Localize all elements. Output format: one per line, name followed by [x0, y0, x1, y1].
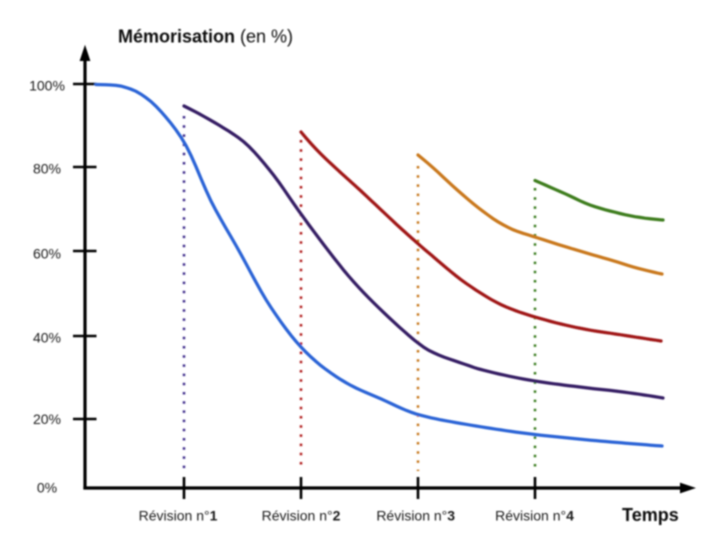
svg-text:60%: 60% — [33, 246, 61, 262]
svg-text:0%: 0% — [37, 480, 57, 496]
svg-text:80%: 80% — [33, 161, 61, 177]
svg-text:Révision n°3: Révision n°3 — [376, 508, 455, 524]
svg-text:Révision n°2: Révision n°2 — [262, 508, 341, 524]
svg-text:100%: 100% — [29, 78, 65, 94]
svg-text:40%: 40% — [33, 330, 61, 346]
svg-text:Révision n°4: Révision n°4 — [495, 508, 574, 524]
svg-text:Mémorisation (en %): Mémorisation (en %) — [118, 27, 293, 47]
svg-text:20%: 20% — [33, 411, 61, 427]
svg-text:Temps: Temps — [622, 505, 679, 525]
svg-text:Révision n°1: Révision n°1 — [139, 508, 218, 524]
